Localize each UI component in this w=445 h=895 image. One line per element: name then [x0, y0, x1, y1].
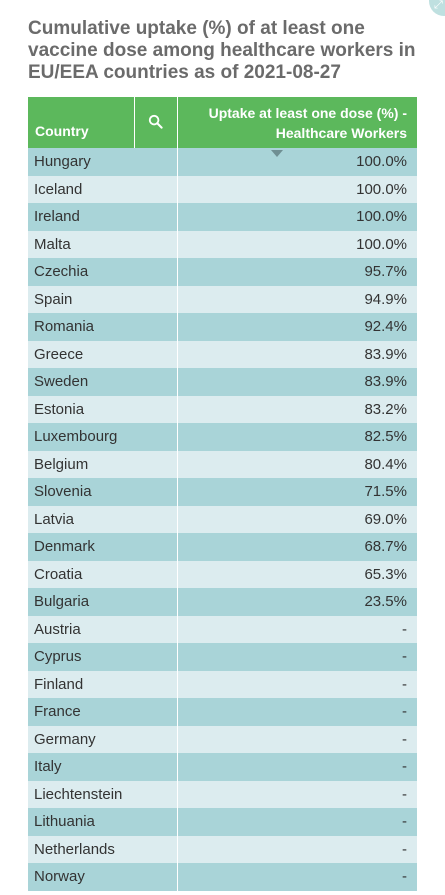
- table-row: Bulgaria 23.5%: [28, 588, 417, 616]
- column-header-uptake[interactable]: Uptake at least one dose (%) - Healthcar…: [177, 97, 417, 148]
- table-row: Austria -: [28, 615, 417, 643]
- table-body: Hungary 100.0% Iceland 100.0% Ireland 100.0% M…: [28, 148, 417, 891]
- data-table: Country Uptake at least one dose (%) - H…: [28, 97, 417, 891]
- country-cell: Romania: [28, 313, 178, 341]
- table-row: Latvia 69.0%: [28, 505, 417, 533]
- data-table-container: Country Uptake at least one dose (%) - H…: [28, 97, 417, 891]
- table-row: Germany -: [28, 725, 417, 753]
- country-cell: Estonia: [28, 395, 178, 423]
- table-row: Estonia 83.2%: [28, 395, 417, 423]
- uptake-cell: 23.5%: [177, 588, 417, 616]
- uptake-cell: 94.9%: [177, 285, 417, 313]
- country-cell: Latvia: [28, 505, 178, 533]
- country-cell: Spain: [28, 285, 178, 313]
- column-header-country[interactable]: Country: [28, 97, 135, 148]
- country-cell: Norway: [28, 863, 178, 891]
- table-row: Belgium 80.4%: [28, 450, 417, 478]
- country-cell: Croatia: [28, 560, 178, 588]
- table-row: Croatia 65.3%: [28, 560, 417, 588]
- table-row: Italy -: [28, 753, 417, 781]
- expand-icon[interactable]: ⤢: [429, 0, 445, 16]
- table-row: Cyprus -: [28, 643, 417, 671]
- table-row: France -: [28, 698, 417, 726]
- chart-title: Cumulative uptake (%) of at least one va…: [28, 18, 416, 83]
- uptake-cell: 69.0%: [177, 505, 417, 533]
- table-row: Sweden 83.9%: [28, 368, 417, 396]
- country-cell: France: [28, 698, 178, 726]
- table-row: Greece 83.9%: [28, 340, 417, 368]
- country-cell: Luxembourg: [28, 423, 178, 451]
- country-cell: Bulgaria: [28, 588, 178, 616]
- table-header-row: Country Uptake at least one dose (%) - H…: [28, 97, 417, 148]
- uptake-cell: -: [177, 698, 417, 726]
- uptake-cell: -: [177, 780, 417, 808]
- uptake-cell: 80.4%: [177, 450, 417, 478]
- table-row: Malta 100.0%: [28, 230, 417, 258]
- uptake-cell: 100.0%: [177, 203, 417, 231]
- table-row: Ireland 100.0%: [28, 203, 417, 231]
- uptake-cell: -: [177, 835, 417, 863]
- table-row: Iceland 100.0%: [28, 175, 417, 203]
- uptake-cell: 100.0%: [177, 148, 417, 176]
- search-icon: [148, 114, 163, 129]
- table-row: Luxembourg 82.5%: [28, 423, 417, 451]
- table-row: Finland -: [28, 670, 417, 698]
- country-cell: Germany: [28, 725, 178, 753]
- uptake-cell: -: [177, 643, 417, 671]
- country-cell: Denmark: [28, 533, 178, 561]
- country-cell: Cyprus: [28, 643, 178, 671]
- country-cell: Malta: [28, 230, 178, 258]
- uptake-cell: -: [177, 863, 417, 891]
- search-button[interactable]: [134, 97, 178, 148]
- country-cell: Hungary: [28, 148, 178, 176]
- uptake-cell: 83.2%: [177, 395, 417, 423]
- uptake-cell: 82.5%: [177, 423, 417, 451]
- uptake-cell: -: [177, 808, 417, 836]
- uptake-cell: 92.4%: [177, 313, 417, 341]
- uptake-cell: 100.0%: [177, 175, 417, 203]
- table-row: Slovenia 71.5%: [28, 478, 417, 506]
- country-cell: Greece: [28, 340, 178, 368]
- uptake-cell: 68.7%: [177, 533, 417, 561]
- country-cell: Slovenia: [28, 478, 178, 506]
- uptake-cell: 95.7%: [177, 258, 417, 286]
- table-row: Hungary 100.0%: [28, 148, 417, 176]
- country-cell: Sweden: [28, 368, 178, 396]
- country-cell: Czechia: [28, 258, 178, 286]
- country-cell: Liechtenstein: [28, 780, 178, 808]
- country-cell: Belgium: [28, 450, 178, 478]
- uptake-cell: -: [177, 753, 417, 781]
- uptake-cell: -: [177, 725, 417, 753]
- country-cell: Lithuania: [28, 808, 178, 836]
- table-row: Liechtenstein -: [28, 780, 417, 808]
- uptake-cell: 100.0%: [177, 230, 417, 258]
- country-cell: Italy: [28, 753, 178, 781]
- uptake-cell: -: [177, 670, 417, 698]
- country-cell: Netherlands: [28, 835, 178, 863]
- country-cell: Austria: [28, 615, 178, 643]
- table-row: Spain 94.9%: [28, 285, 417, 313]
- country-cell: Finland: [28, 670, 178, 698]
- uptake-cell: 71.5%: [177, 478, 417, 506]
- country-cell: Iceland: [28, 175, 178, 203]
- table-row: Norway -: [28, 863, 417, 891]
- table-row: Lithuania -: [28, 808, 417, 836]
- uptake-cell: 83.9%: [177, 368, 417, 396]
- table-row: Netherlands -: [28, 835, 417, 863]
- country-cell: Ireland: [28, 203, 178, 231]
- sort-descending-icon[interactable]: [271, 150, 283, 157]
- uptake-cell: 83.9%: [177, 340, 417, 368]
- table-row: Denmark 68.7%: [28, 533, 417, 561]
- uptake-cell: -: [177, 615, 417, 643]
- table-row: Romania 92.4%: [28, 313, 417, 341]
- table-row: Czechia 95.7%: [28, 258, 417, 286]
- uptake-cell: 65.3%: [177, 560, 417, 588]
